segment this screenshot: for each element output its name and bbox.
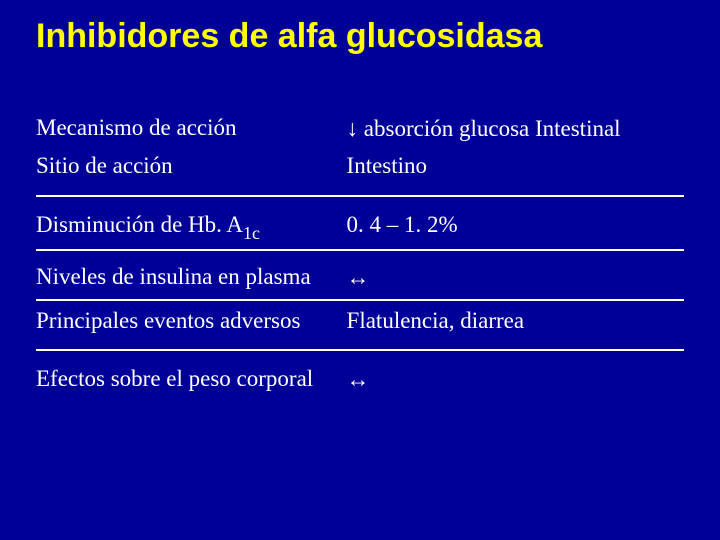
slide-title: Inhibidores de alfa glucosidasa xyxy=(36,18,684,55)
row-value: ↓ absorción glucosa Intestinal xyxy=(341,110,684,148)
info-table: Mecanismo de acción ↓ absorción glucosa … xyxy=(36,110,684,399)
row-value-text: absorción glucosa Intestinal xyxy=(358,116,621,141)
row-label: Efectos sobre el peso corporal xyxy=(36,361,341,399)
row-label: Sitio de acción xyxy=(36,148,341,185)
table-row: Principales eventos adversos Flatulencia… xyxy=(36,303,684,340)
table-row: Sitio de acción Intestino xyxy=(36,148,684,185)
row-value: ↔ xyxy=(341,361,684,399)
table-row: Mecanismo de acción ↓ absorción glucosa … xyxy=(36,110,684,148)
subscript-text: 1c xyxy=(243,223,260,243)
row-value: Intestino xyxy=(341,148,684,185)
table-row: Niveles de insulina en plasma ↔ xyxy=(36,259,684,297)
row-value: ↔ xyxy=(341,259,684,297)
down-arrow-icon: ↓ xyxy=(347,115,359,141)
row-label: Principales eventos adversos xyxy=(36,303,341,340)
row-divider xyxy=(36,249,684,251)
row-value: Flatulencia, diarrea xyxy=(341,303,684,340)
slide: Inhibidores de alfa glucosidasa Mecanism… xyxy=(0,0,720,540)
row-divider xyxy=(36,299,684,301)
left-right-arrow-icon: ↔ xyxy=(347,264,370,290)
table-row: Disminución de Hb. A1c 0. 4 – 1. 2% xyxy=(36,207,684,247)
left-right-arrow-icon: ↔ xyxy=(347,366,370,392)
row-divider xyxy=(36,195,684,197)
row-label-text: Disminución de Hb. A xyxy=(36,212,243,237)
row-label: Niveles de insulina en plasma xyxy=(36,259,341,297)
table-row: Efectos sobre el peso corporal ↔ xyxy=(36,361,684,399)
row-label: Disminución de Hb. A1c xyxy=(36,207,341,247)
row-value: 0. 4 – 1. 2% xyxy=(341,207,684,247)
row-label: Mecanismo de acción xyxy=(36,110,341,148)
row-divider xyxy=(36,349,684,351)
